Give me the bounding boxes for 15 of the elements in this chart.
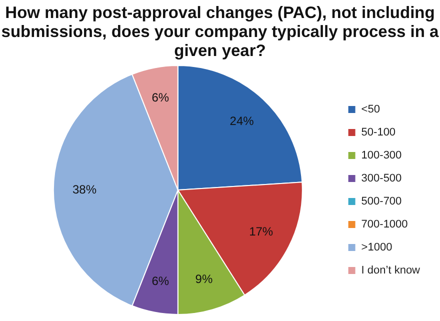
data-label: 17% [249, 224, 274, 239]
data-label: 9% [195, 272, 213, 286]
chart-title: How many post-approval changes (PAC), not including submissions, does your company typically process in a given year? [0, 4, 440, 61]
legend-label: 500-700 [361, 196, 402, 208]
data-label: 6% [152, 274, 170, 288]
legend-label: 100-300 [361, 150, 402, 162]
legend-label: 300-500 [361, 172, 402, 185]
data-label: 38% [72, 182, 97, 196]
data-label: 6% [152, 90, 170, 105]
legend-label: 50-100 [361, 126, 396, 139]
legend-label: 700-1000 [361, 218, 408, 231]
legend-label: >1000 [361, 242, 392, 254]
legend-label: I don’t know [361, 264, 420, 277]
data-label: 24% [230, 114, 254, 128]
legend-label: <50 [361, 104, 380, 116]
